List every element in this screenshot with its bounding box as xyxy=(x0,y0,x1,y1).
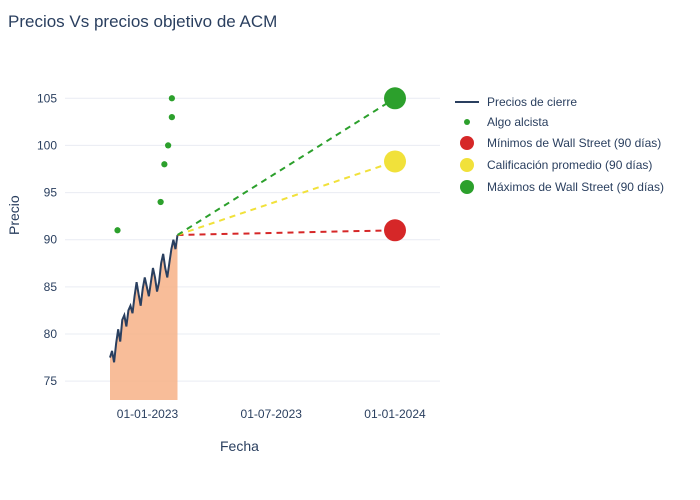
ws_avg-line xyxy=(178,161,396,235)
x-tick-label: 01-07-2023 xyxy=(241,407,303,421)
legend-item[interactable]: Calificación promedio (90 días) xyxy=(453,157,664,173)
legend-item[interactable]: Mínimos de Wall Street (90 días) xyxy=(453,135,664,151)
legend-label: Máximos de Wall Street (90 días) xyxy=(487,180,664,194)
ws_low-line xyxy=(178,230,396,235)
plot-area: 75 80 85 90 95 100 105 01-01-2023 01-07-2023 01-0… xyxy=(0,0,700,500)
algo-bullish-dot xyxy=(169,114,175,120)
x-tick-label: 01-01-2024 xyxy=(364,407,426,421)
legend-item[interactable]: Máximos de Wall Street (90 días) xyxy=(453,179,664,195)
algo-bullish-dot xyxy=(158,199,164,205)
y-tick-label: 85 xyxy=(44,280,58,294)
ws_high-line xyxy=(178,98,396,235)
x-axis-label: Fecha xyxy=(220,438,259,454)
legend-swatch xyxy=(453,116,481,128)
legend-label: Precios de cierre xyxy=(487,95,577,109)
y-tick-label: 75 xyxy=(44,374,58,388)
y-tick-label: 105 xyxy=(37,91,57,105)
ws_high-marker xyxy=(384,87,406,109)
y-axis-label: Precio xyxy=(6,195,22,235)
legend-label: Calificación promedio (90 días) xyxy=(487,158,652,172)
chart-container: Precios Vs precios objetivo de ACM 75808… xyxy=(0,0,700,500)
y-tick-label: 80 xyxy=(44,327,58,341)
algo-bullish-dot xyxy=(169,95,175,101)
legend-swatch xyxy=(453,96,481,108)
x-tick-label: 01-01-2023 xyxy=(117,407,179,421)
legend: Precios de cierre Algo alcista Mínimos de … xyxy=(453,95,664,201)
y-tick-label: 90 xyxy=(44,233,58,247)
legend-label: Algo alcista xyxy=(487,115,548,129)
algo-bullish-dot xyxy=(165,142,171,148)
legend-label: Mínimos de Wall Street (90 días) xyxy=(487,136,661,150)
ws_low-marker xyxy=(384,219,406,241)
area-fill xyxy=(110,235,178,400)
legend-swatch xyxy=(453,135,481,151)
y-tick-label: 100 xyxy=(37,138,57,152)
ws_avg-marker xyxy=(384,150,406,172)
y-tick-label: 95 xyxy=(44,186,58,200)
legend-swatch xyxy=(453,179,481,195)
legend-item[interactable]: Algo alcista xyxy=(453,115,664,129)
legend-item[interactable]: Precios de cierre xyxy=(453,95,664,109)
legend-swatch xyxy=(453,157,481,173)
algo-bullish-dot xyxy=(114,227,120,233)
algo-bullish-dot xyxy=(161,161,167,167)
